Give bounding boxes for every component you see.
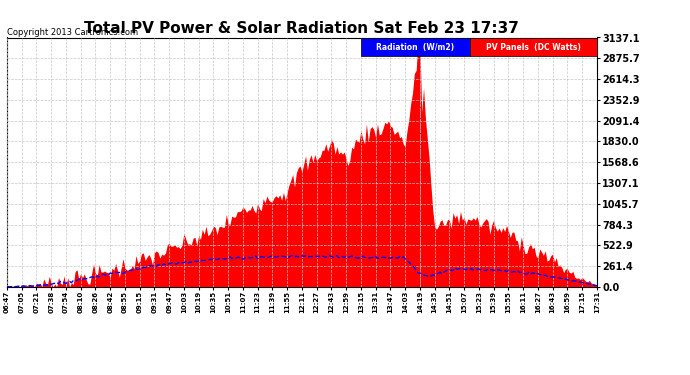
FancyBboxPatch shape [361,38,470,56]
Text: Radiation  (W/m2): Radiation (W/m2) [376,43,454,52]
Text: Copyright 2013 Cartronics.com: Copyright 2013 Cartronics.com [7,27,138,36]
Title: Total PV Power & Solar Radiation Sat Feb 23 17:37: Total PV Power & Solar Radiation Sat Feb… [84,21,520,36]
Text: PV Panels  (DC Watts): PV Panels (DC Watts) [486,43,580,52]
FancyBboxPatch shape [470,38,597,56]
